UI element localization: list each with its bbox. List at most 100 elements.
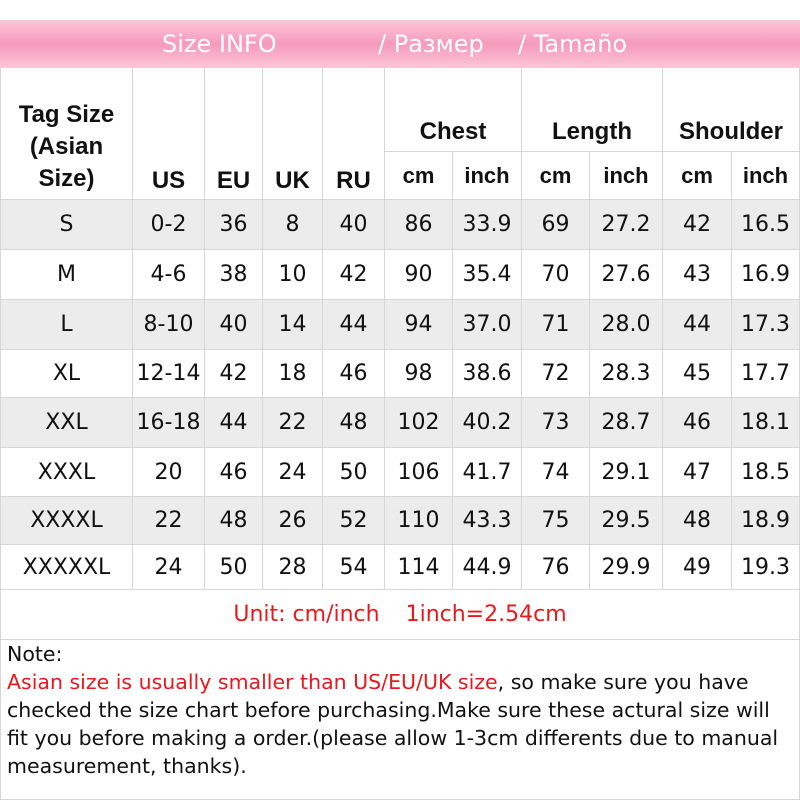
group-header: Length <box>522 68 663 152</box>
size-value: 14 <box>263 300 323 350</box>
column-header: UK <box>263 68 323 200</box>
size-value: 94 <box>385 300 453 350</box>
size-value: 18.1 <box>732 398 800 448</box>
group-header: Shoulder <box>663 68 800 152</box>
note: Note: Asian size is usually smaller than … <box>0 640 800 800</box>
size-value: 27.6 <box>590 250 663 300</box>
size-value: 40 <box>205 300 263 350</box>
tag-header-line: (Asian <box>29 133 104 160</box>
size-value: 18 <box>263 350 323 398</box>
size-value: 44 <box>323 300 385 350</box>
size-value: 42 <box>323 250 385 300</box>
size-label: XL <box>0 350 133 398</box>
note-highlight: Asian size is usually smaller than US/EU… <box>7 670 498 694</box>
size-label: XXXXXL <box>0 545 133 590</box>
size-value: 46 <box>663 398 732 448</box>
size-value: 8-10 <box>133 300 205 350</box>
size-value: 43.3 <box>453 497 522 545</box>
size-value: 69 <box>522 200 590 250</box>
size-value: 40 <box>323 200 385 250</box>
sub-header: inch <box>732 152 800 200</box>
size-value: 36 <box>205 200 263 250</box>
size-value: 75 <box>522 497 590 545</box>
size-value: 28 <box>263 545 323 590</box>
size-label: M <box>0 250 133 300</box>
size-value: 106 <box>385 448 453 497</box>
size-value: 18.9 <box>732 497 800 545</box>
size-value: 52 <box>323 497 385 545</box>
size-value: 27.2 <box>590 200 663 250</box>
unit-row: Unit: cm/inch 1inch=2.54cm <box>0 590 800 640</box>
size-value: 26 <box>263 497 323 545</box>
size-value: 44.9 <box>453 545 522 590</box>
size-value: 44 <box>663 300 732 350</box>
size-label: XXXL <box>0 448 133 497</box>
title: / Размер <box>378 30 484 58</box>
size-value: 86 <box>385 200 453 250</box>
size-label: XXL <box>0 398 133 448</box>
size-label: XXXXL <box>0 497 133 545</box>
size-value: 19.3 <box>732 545 800 590</box>
size-value: 48 <box>205 497 263 545</box>
size-value: 49 <box>663 545 732 590</box>
size-value: 50 <box>323 448 385 497</box>
size-value: 42 <box>663 200 732 250</box>
size-value: 29.1 <box>590 448 663 497</box>
size-value: 20 <box>133 448 205 497</box>
size-value: 48 <box>323 398 385 448</box>
size-value: 54 <box>323 545 385 590</box>
size-value: 22 <box>263 398 323 448</box>
unit-text: 1inch=2.54cm <box>405 602 567 627</box>
sub-header: inch <box>453 152 522 200</box>
size-value: 38 <box>205 250 263 300</box>
size-value: 110 <box>385 497 453 545</box>
size-value: 33.9 <box>453 200 522 250</box>
size-value: 90 <box>385 250 453 300</box>
column-header: RU <box>323 68 385 200</box>
size-value: 38.6 <box>453 350 522 398</box>
size-value: 72 <box>522 350 590 398</box>
size-value: 18.5 <box>732 448 800 497</box>
size-value: 28.3 <box>590 350 663 398</box>
size-label: S <box>0 200 133 250</box>
title-bar: Size INFO / Размер / Tamaño <box>0 20 800 68</box>
size-value: 29.9 <box>590 545 663 590</box>
group-header: Chest <box>385 68 522 152</box>
size-value: 47 <box>663 448 732 497</box>
size-value: 28.0 <box>590 300 663 350</box>
size-value: 37.0 <box>453 300 522 350</box>
size-value: 43 <box>663 250 732 300</box>
sub-header: inch <box>590 152 663 200</box>
size-value: 42 <box>205 350 263 398</box>
size-value: 44 <box>205 398 263 448</box>
size-value: 98 <box>385 350 453 398</box>
size-value: 46 <box>323 350 385 398</box>
size-value: 24 <box>133 545 205 590</box>
column-header: EU <box>205 68 263 200</box>
size-value: 41.7 <box>453 448 522 497</box>
tag-header-line: Tag Size <box>18 101 115 128</box>
size-value: 76 <box>522 545 590 590</box>
size-value: 40.2 <box>453 398 522 448</box>
size-value: 73 <box>522 398 590 448</box>
size-value: 70 <box>522 250 590 300</box>
size-value: 48 <box>663 497 732 545</box>
size-value: 45 <box>663 350 732 398</box>
size-value: 4-6 <box>133 250 205 300</box>
column-header: US <box>133 68 205 200</box>
size-label: L <box>0 300 133 350</box>
size-value: 46 <box>205 448 263 497</box>
title: Size INFO <box>162 30 277 58</box>
size-value: 71 <box>522 300 590 350</box>
size-value: 8 <box>263 200 323 250</box>
sub-header: cm <box>663 152 732 200</box>
unit-text: Unit: cm/inch <box>233 602 380 627</box>
size-value: 17.7 <box>732 350 800 398</box>
size-value: 10 <box>263 250 323 300</box>
size-value: 22 <box>133 497 205 545</box>
size-value: 24 <box>263 448 323 497</box>
size-value: 29.5 <box>590 497 663 545</box>
size-value: 16-18 <box>133 398 205 448</box>
note-text: , so make sure you have checked the size… <box>7 670 779 778</box>
